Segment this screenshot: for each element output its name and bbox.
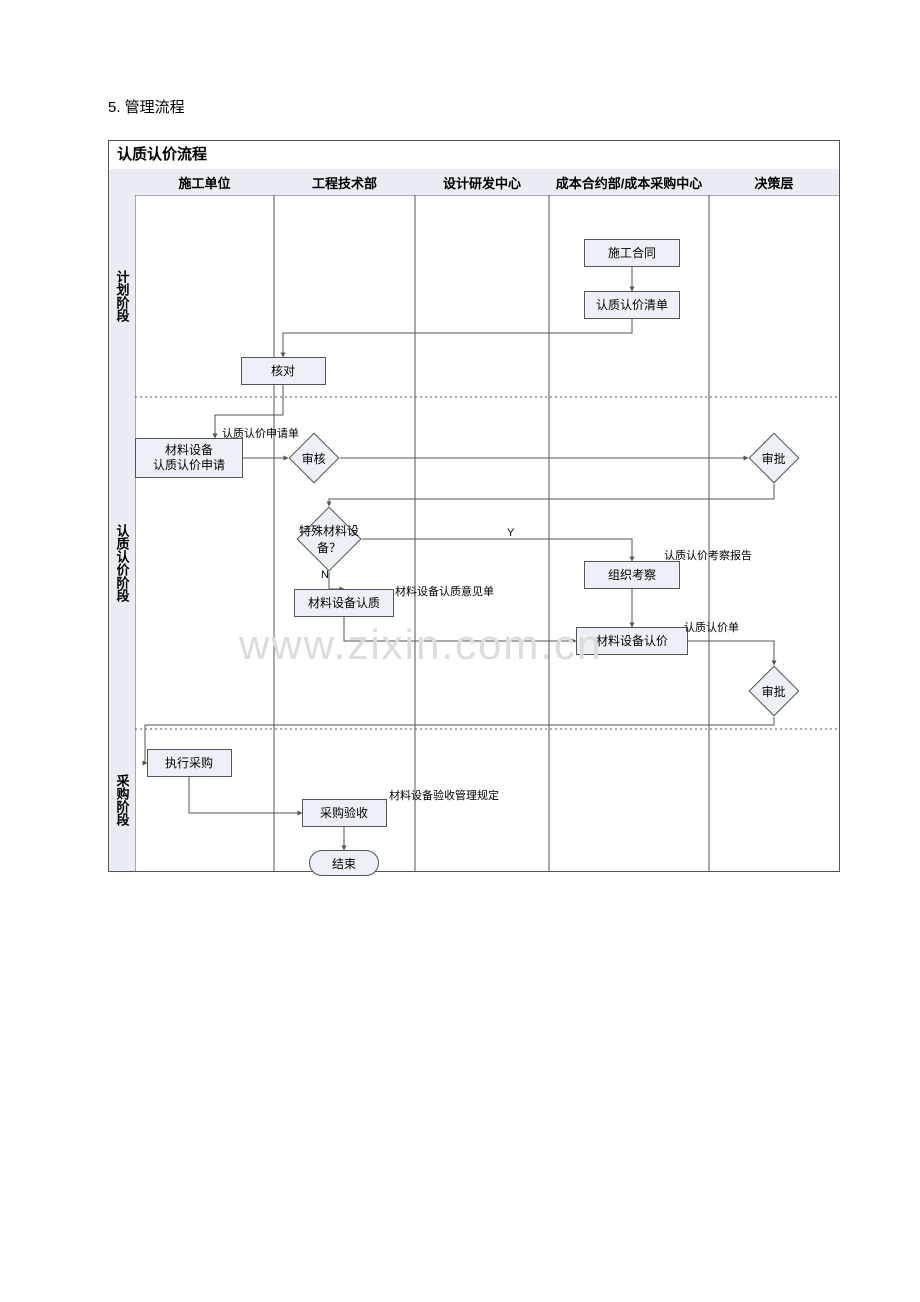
edge-exec_purchase-accept <box>189 777 302 813</box>
edge-special-inspect <box>362 539 632 561</box>
edge-mat_qualify-mat_pricing <box>344 617 576 641</box>
phase-column-header <box>109 169 135 195</box>
lane-header-engineering: 工程技术部 <box>274 169 415 195</box>
node-contract: 施工合同 <box>584 239 680 267</box>
lane-header-decision: 决策层 <box>709 169 839 195</box>
node-mat_qualify: 材料设备认质 <box>294 589 394 617</box>
node-inspect: 组织考察 <box>584 561 680 589</box>
phase-label-qualify: 认质认价阶段 <box>109 397 135 729</box>
watermark-text: www.zixin.com.cn <box>239 621 602 669</box>
edge-approve1-special <box>329 484 774 506</box>
node-approve2: 审批 <box>749 666 800 717</box>
node-special: 特殊材料设备？ <box>296 506 361 571</box>
flowchart-diagram: 认质认价流程施工单位工程技术部设计研发中心成本合约部/成本采购中心决策层计划阶段… <box>108 140 840 872</box>
node-qlist: 认质认价清单 <box>584 291 680 319</box>
lane-header-cost: 成本合约部/成本采购中心 <box>549 169 709 195</box>
node-end: 结束 <box>309 850 379 876</box>
annotation-apply_doc: 认质认价申请单 <box>222 425 299 441</box>
edge-qlist-check <box>283 319 632 357</box>
annotation-price_doc: 认质认价单 <box>684 619 739 635</box>
phase-label-plan: 计划阶段 <box>109 195 135 397</box>
node-mat_pricing: 材料设备认价 <box>576 627 688 655</box>
edge-mat_pricing-approve2 <box>688 641 774 665</box>
edge-special-mat_qualify <box>329 572 344 589</box>
annotation-accept_std: 材料设备验收管理规定 <box>389 787 499 803</box>
lane-header-design: 设计研发中心 <box>415 169 549 195</box>
annotation-inspect_doc: 认质认价考察报告 <box>664 547 752 563</box>
annotation-quality_doc: 材料设备认质意见单 <box>395 583 494 599</box>
node-check: 核对 <box>241 357 326 385</box>
node-apply: 材料设备认质认价申请 <box>135 438 243 478</box>
node-accept: 采购验收 <box>302 799 387 827</box>
annotation-branch_Y: Y <box>507 527 514 539</box>
annotation-branch_N: N <box>321 569 329 581</box>
phase-label-procure: 采购阶段 <box>109 729 135 871</box>
edge-approve2-exec_purchase <box>145 717 774 763</box>
lane-header-construction: 施工单位 <box>135 169 274 195</box>
section-heading: 5. 管理流程 <box>108 96 185 117</box>
node-approve1: 审批 <box>749 433 800 484</box>
node-exec_purchase: 执行采购 <box>147 749 232 777</box>
